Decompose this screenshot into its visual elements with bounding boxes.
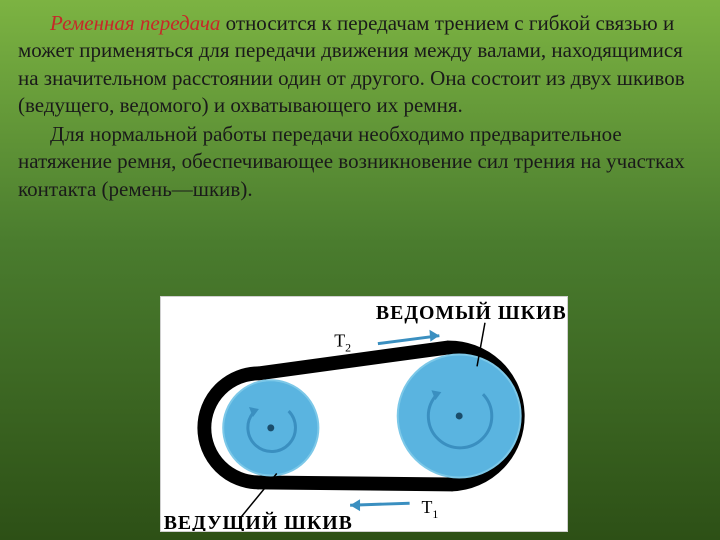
driven-pulley xyxy=(398,355,521,478)
belt-drive-diagram: T2 T1 ВЕДОМЫЙ ШКИВ ВЕДУЩИЙ ШКИВ xyxy=(160,296,568,532)
bottom-motion-arrow xyxy=(350,499,409,511)
driven-label: ВЕДОМЫЙ ШКИВ xyxy=(376,302,567,324)
svg-text:T1: T1 xyxy=(422,497,439,521)
paragraph-2: Для нормальной работы передачи необходим… xyxy=(18,121,702,203)
driving-pulley xyxy=(223,380,318,475)
text-block: Ременная передача относится к передачам … xyxy=(0,0,720,203)
top-motion-arrow xyxy=(378,330,439,344)
t1-label: T1 xyxy=(422,497,439,521)
svg-text:T2: T2 xyxy=(334,331,351,355)
t2-label: T2 xyxy=(334,331,351,355)
diagram-svg: T2 T1 ВЕДОМЫЙ ШКИВ ВЕДУЩИЙ ШКИВ xyxy=(161,297,567,531)
term-belt-drive: Ременная передача xyxy=(50,11,220,35)
paragraph-1: Ременная передача относится к передачам … xyxy=(18,10,702,119)
driving-label: ВЕДУЩИЙ ШКИВ xyxy=(164,512,353,531)
